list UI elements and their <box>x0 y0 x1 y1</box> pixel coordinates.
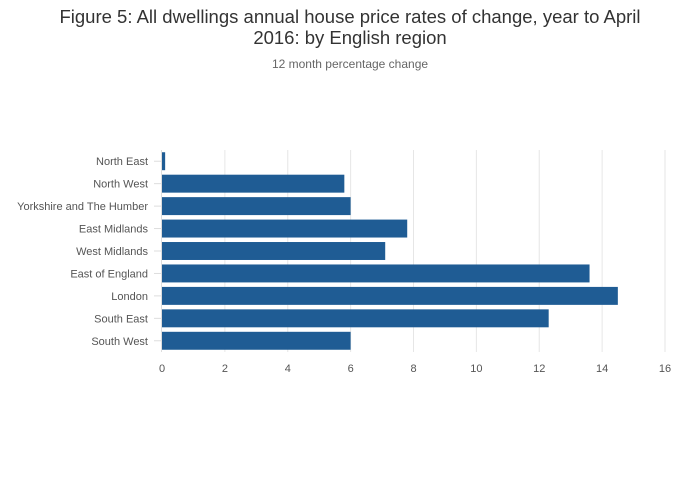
x-tick-label: 14 <box>596 363 608 375</box>
category-label: South West <box>91 336 148 348</box>
category-labels: North East North West Yorkshire and The Hu… <box>17 156 148 348</box>
x-tick-label: 2 <box>222 363 228 375</box>
category-label: North West <box>93 179 148 191</box>
category-label: West Midlands <box>76 246 148 258</box>
x-tick-label: 6 <box>348 363 354 375</box>
bar[interactable] <box>162 264 590 283</box>
bar[interactable] <box>162 197 351 216</box>
bar[interactable] <box>162 219 408 238</box>
category-label: North East <box>96 156 148 168</box>
x-tick-label: 8 <box>410 363 416 375</box>
chart-subtitle: 12 month percentage change <box>271 57 429 71</box>
category-label: East Midlands <box>79 224 149 236</box>
bars <box>162 152 618 350</box>
x-tick-label: 12 <box>533 363 545 375</box>
bar[interactable] <box>162 286 618 305</box>
x-tick-labels: 0 2 4 6 8 10 12 14 16 <box>159 363 671 375</box>
category-label: East of England <box>70 268 148 280</box>
bar[interactable] <box>162 331 351 350</box>
bar[interactable] <box>162 242 386 260</box>
x-tick-label: 0 <box>159 363 165 375</box>
bar[interactable] <box>162 174 345 193</box>
category-label: London <box>111 291 148 303</box>
x-tick-label: 16 <box>659 363 671 375</box>
category-label: South East <box>94 313 148 325</box>
bar[interactable] <box>162 152 166 171</box>
chart-title: Figure 5: All dwellings annual house pri… <box>59 6 641 48</box>
category-label: Yorkshire and The Humber <box>17 201 148 213</box>
x-tick-label: 4 <box>285 363 291 375</box>
y-axis <box>154 150 162 352</box>
bar[interactable] <box>162 309 549 328</box>
x-tick-label: 10 <box>470 363 482 375</box>
